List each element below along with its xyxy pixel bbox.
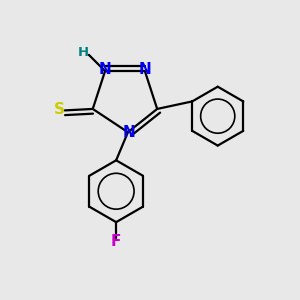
Text: S: S: [53, 102, 64, 117]
Text: F: F: [111, 234, 121, 249]
Text: N: N: [123, 125, 136, 140]
Text: N: N: [99, 62, 111, 77]
Text: H: H: [77, 46, 88, 59]
Text: N: N: [139, 62, 151, 77]
